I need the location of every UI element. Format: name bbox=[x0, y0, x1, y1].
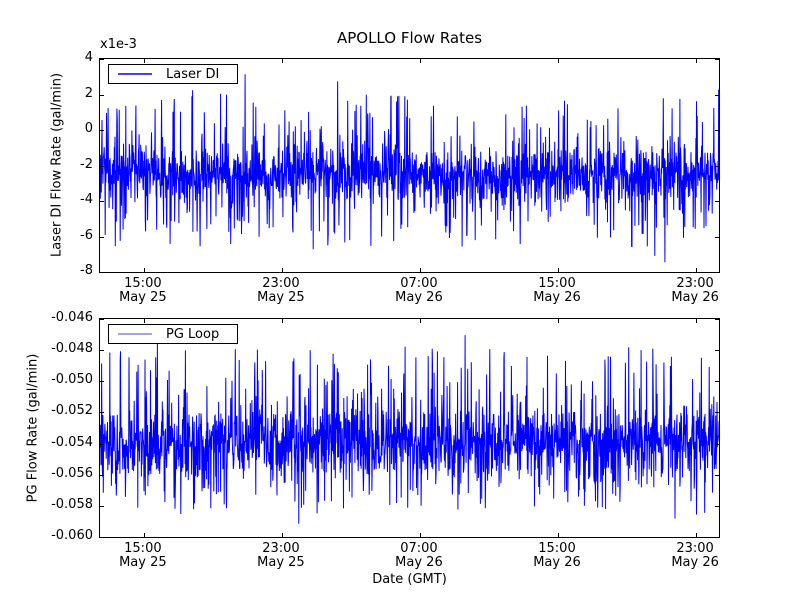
pg-loop-series-line bbox=[100, 335, 719, 524]
y-tick-label: -2 bbox=[80, 156, 93, 172]
x-tick-date: May 25 bbox=[119, 555, 167, 570]
x-tick-label: 15:00 May 26 bbox=[533, 542, 581, 570]
tick-marks bbox=[100, 319, 719, 537]
x-tick-time: 23:00 bbox=[676, 276, 714, 291]
x-tick-label: 23:00 May 25 bbox=[257, 277, 305, 305]
tick-marks bbox=[100, 59, 719, 272]
x-tick-time: 23:00 bbox=[262, 541, 300, 556]
laser-di-legend-label: Laser DI bbox=[166, 66, 220, 82]
chart-title: APOLLO Flow Rates bbox=[336, 29, 483, 47]
y-tick-label: -0.046 bbox=[51, 310, 93, 325]
x-tick-label: 07:00 May 26 bbox=[395, 277, 443, 305]
y-tick-label: 0 bbox=[84, 121, 93, 136]
x-tick-label: 23:00 May 26 bbox=[671, 277, 719, 305]
y-tick-label: -0.054 bbox=[51, 434, 93, 450]
x-tick-label: 15:00 May 26 bbox=[533, 277, 581, 305]
pg-loop-legend-label: PG Loop bbox=[166, 326, 220, 342]
x-tick-date: May 26 bbox=[533, 555, 581, 570]
y-tick-label: 2 bbox=[84, 85, 93, 101]
x-tick-label: 23:00 May 25 bbox=[257, 542, 305, 570]
x-tick-date: May 26 bbox=[395, 555, 443, 570]
laser-di-series-line bbox=[100, 74, 719, 263]
pg-loop-y-axis-label: PG Flow Rate (gal/min) bbox=[25, 353, 41, 503]
x-tick-label: 15:00 May 25 bbox=[119, 277, 167, 305]
y-tick-label: -0.050 bbox=[51, 372, 93, 388]
y-tick-label: -0.056 bbox=[51, 465, 93, 481]
x-axis-label: Date (GMT) bbox=[372, 572, 447, 587]
x-tick-date: May 25 bbox=[119, 290, 167, 305]
laser-di-plot-area: Laser DI bbox=[99, 58, 720, 273]
y-tick-label: -0.048 bbox=[51, 341, 93, 357]
pg-loop-plot-area: PG Loop bbox=[99, 318, 720, 538]
x-tick-time: 15:00 bbox=[538, 276, 576, 291]
x-tick-time: 23:00 bbox=[676, 541, 714, 556]
legend-line-icon bbox=[118, 73, 152, 75]
pg-loop-series-canvas bbox=[100, 319, 719, 537]
x-tick-time: 23:00 bbox=[262, 276, 300, 291]
x-tick-date: May 26 bbox=[395, 290, 443, 305]
y-tick-label: -0.052 bbox=[51, 403, 93, 419]
y-tick-label: -0.060 bbox=[51, 528, 93, 543]
x-tick-time: 15:00 bbox=[124, 276, 162, 291]
x-tick-label: 07:00 May 26 bbox=[395, 542, 443, 570]
x-tick-date: May 26 bbox=[533, 290, 581, 305]
x-tick-date: May 26 bbox=[671, 290, 719, 305]
pg-loop-legend: PG Loop bbox=[108, 324, 238, 344]
y-tick-label: 4 bbox=[84, 50, 93, 65]
laser-di-y-axis-label: Laser DI Flow Rate (gal/min) bbox=[49, 72, 65, 258]
y-axis-offset-label: x1e-3 bbox=[100, 37, 137, 52]
laser-di-legend: Laser DI bbox=[108, 64, 238, 84]
y-tick-label: -4 bbox=[80, 192, 93, 207]
x-tick-time: 15:00 bbox=[538, 541, 576, 556]
legend-line-icon bbox=[118, 333, 152, 335]
x-tick-label: 23:00 May 26 bbox=[671, 542, 719, 570]
x-tick-date: May 26 bbox=[671, 555, 719, 570]
y-tick-label: -8 bbox=[80, 263, 93, 278]
x-tick-time: 15:00 bbox=[124, 541, 162, 556]
x-tick-date: May 25 bbox=[257, 555, 305, 570]
y-tick-label: -0.058 bbox=[51, 496, 93, 512]
x-tick-date: May 25 bbox=[257, 290, 305, 305]
y-tick-label: -6 bbox=[80, 227, 93, 243]
x-tick-time: 07:00 bbox=[400, 276, 438, 291]
laser-di-series-canvas bbox=[100, 59, 719, 272]
x-tick-time: 07:00 bbox=[400, 541, 438, 556]
x-tick-label: 15:00 May 25 bbox=[119, 542, 167, 570]
